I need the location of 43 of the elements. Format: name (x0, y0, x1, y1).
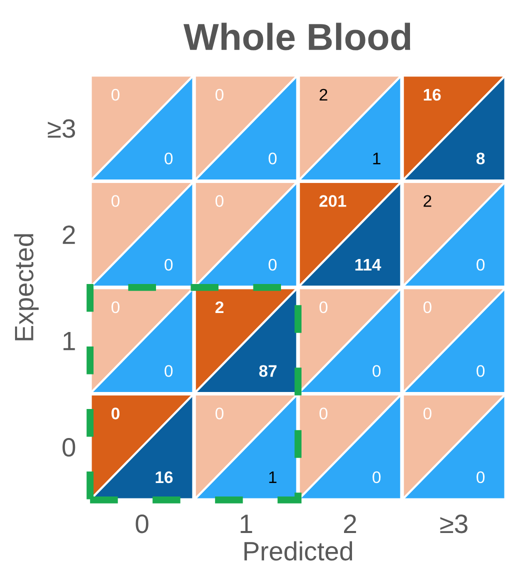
x-axis-title: Predicted (244, 541, 352, 561)
data-label: 2 (215, 301, 224, 313)
data-label: 1 (269, 472, 276, 483)
data-label: 0 (268, 152, 277, 164)
data-label: 0 (268, 258, 277, 271)
data-label: 201 (319, 195, 346, 207)
data-label: 0 (164, 152, 173, 164)
data-label: 0 (112, 301, 120, 314)
x-tick-label: ≥3 (440, 514, 468, 534)
x-tick-label: 1 (240, 514, 252, 533)
data-label: 0 (423, 408, 432, 420)
y-tick-label: 2 (62, 225, 75, 244)
data-label: 0 (112, 195, 120, 207)
data-label: 0 (112, 88, 120, 101)
y-tick-label: 0 (62, 438, 76, 457)
x-tick-label: 0 (136, 514, 148, 534)
x-tick-label: 2 (344, 514, 356, 533)
data-label: 0 (476, 258, 485, 271)
y-axis-title: Expected (14, 234, 39, 340)
data-label: 0 (319, 408, 328, 420)
data-label: 2 (424, 195, 432, 207)
data-label: 0 (319, 301, 328, 314)
data-label: 0 (423, 301, 432, 314)
data-label: 0 (112, 408, 120, 420)
data-label: 16 (424, 88, 441, 101)
data-label: 2 (320, 88, 328, 100)
data-label: 87 (259, 365, 277, 377)
data-label: 16 (156, 471, 173, 484)
data-label: 0 (476, 365, 485, 377)
y-tick-label: 1 (64, 332, 75, 350)
data-label: 0 (372, 365, 381, 377)
data-label: 0 (164, 258, 173, 271)
data-label: 0 (476, 471, 485, 484)
data-label: 0 (164, 365, 173, 377)
chart-title: Whole Blood (184, 22, 410, 50)
data-label: 0 (216, 408, 224, 420)
data-label: 8 (476, 152, 485, 164)
data-label: 1 (373, 152, 380, 164)
y-tick-label: ≥3 (48, 119, 76, 138)
data-label: 114 (355, 259, 382, 270)
data-label: 0 (216, 195, 224, 207)
data-label: 0 (372, 471, 381, 484)
data-label: 0 (216, 88, 224, 101)
